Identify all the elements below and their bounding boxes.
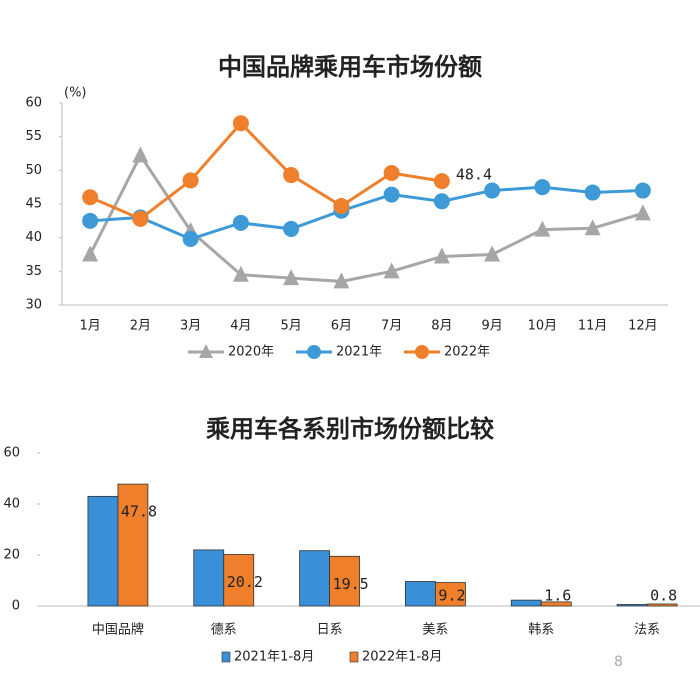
- bar: [540, 601, 572, 607]
- marker: [383, 262, 400, 279]
- legend-label: 2020年: [228, 345, 274, 360]
- marker: [232, 265, 249, 282]
- marker: [484, 245, 501, 262]
- data-label: 20.2: [227, 573, 263, 591]
- series-line: [90, 185, 643, 241]
- y-tick-label: 50: [25, 163, 42, 178]
- x-tick-label: 美系: [422, 623, 448, 638]
- series-line: [88, 152, 644, 283]
- bar: [646, 603, 678, 607]
- bar: [329, 555, 360, 607]
- bar: [405, 581, 436, 607]
- y-tick-label: 60: [25, 96, 42, 111]
- marker: [534, 179, 551, 196]
- legend-swatch: [221, 651, 231, 663]
- data-label: 48.4: [456, 166, 492, 184]
- marker: [333, 272, 350, 289]
- y-tick-label: 35: [25, 264, 42, 279]
- data-label: 47.8: [121, 503, 157, 521]
- x-tick-label: 韩系: [528, 623, 554, 638]
- x-tick-label: 9月: [481, 319, 502, 334]
- x-tick-label: 日系: [317, 623, 343, 638]
- data-label: 19.5: [333, 575, 369, 593]
- x-tick-label: 10月: [528, 319, 558, 334]
- marker: [232, 115, 249, 132]
- x-tick-label: 法系: [634, 623, 660, 638]
- marker: [82, 189, 99, 206]
- marker: [584, 184, 601, 201]
- y-tick-label: 0: [12, 599, 20, 614]
- x-tick-label: 3月: [180, 319, 201, 334]
- marker: [383, 165, 400, 182]
- marker: [82, 245, 99, 262]
- marker: [182, 231, 199, 248]
- marker: [283, 167, 300, 184]
- data-label: 1.6: [544, 587, 571, 605]
- y-tick-label: 40: [3, 497, 20, 512]
- legend-label: 2021年1-8月: [234, 650, 314, 665]
- x-tick-label: 5月: [280, 319, 301, 334]
- y-tick-label: 20: [3, 548, 20, 563]
- legend-label: 2022年: [444, 345, 490, 360]
- bar: [223, 554, 255, 607]
- marker: [383, 186, 400, 203]
- y-tick-label: 60: [3, 446, 20, 461]
- marker: [534, 220, 551, 237]
- page-number: 8: [614, 654, 623, 670]
- y-tick-label: 40: [25, 230, 42, 245]
- x-tick-label: 中国品牌: [92, 622, 144, 638]
- bar: [616, 604, 648, 607]
- bar: [193, 549, 225, 607]
- marker: [199, 344, 213, 358]
- y-tick-label: 55: [25, 129, 42, 144]
- y-tick-label: 30: [25, 298, 42, 313]
- chart-title: 中国品牌乘用车市场份额: [218, 53, 482, 81]
- series-line: [89, 120, 443, 221]
- marker: [132, 146, 149, 163]
- marker: [182, 172, 199, 189]
- bar: [87, 495, 119, 607]
- bar: [435, 582, 466, 607]
- marker: [433, 247, 450, 264]
- marker: [333, 198, 350, 215]
- x-tick-label: 德系: [211, 623, 237, 638]
- marker: [484, 182, 501, 199]
- marker: [433, 173, 450, 190]
- marker: [584, 219, 601, 236]
- marker: [415, 345, 429, 359]
- legend-swatch: [349, 651, 359, 663]
- marker: [283, 220, 300, 237]
- x-tick-label: 4月: [230, 319, 251, 334]
- marker: [283, 269, 300, 286]
- y-tick-label: 45: [25, 197, 42, 212]
- bar: [299, 550, 330, 607]
- marker: [634, 204, 651, 221]
- marker: [132, 210, 149, 227]
- x-tick-label: 8月: [431, 319, 452, 334]
- bar: [117, 483, 149, 607]
- x-tick-label: 7月: [381, 319, 402, 334]
- legend-label: 2022年1-8月: [362, 650, 442, 665]
- x-tick-label: 2月: [130, 319, 151, 334]
- x-tick-label: 6月: [331, 319, 352, 334]
- data-label: 0.8: [650, 587, 677, 605]
- marker: [307, 345, 321, 359]
- legend-label: 2021年: [336, 345, 382, 360]
- y-axis-label: (%): [64, 86, 87, 101]
- x-tick-label: 11月: [578, 319, 608, 334]
- data-label: 9.2: [438, 587, 465, 605]
- marker: [82, 212, 99, 229]
- marker: [433, 193, 450, 210]
- marker: [634, 182, 651, 199]
- marker: [232, 214, 249, 231]
- bar: [510, 599, 542, 607]
- x-tick-label: 1月: [79, 319, 100, 334]
- chart-title: 乘用车各系别市场份额比较: [205, 415, 494, 443]
- x-tick-label: 12月: [628, 319, 658, 334]
